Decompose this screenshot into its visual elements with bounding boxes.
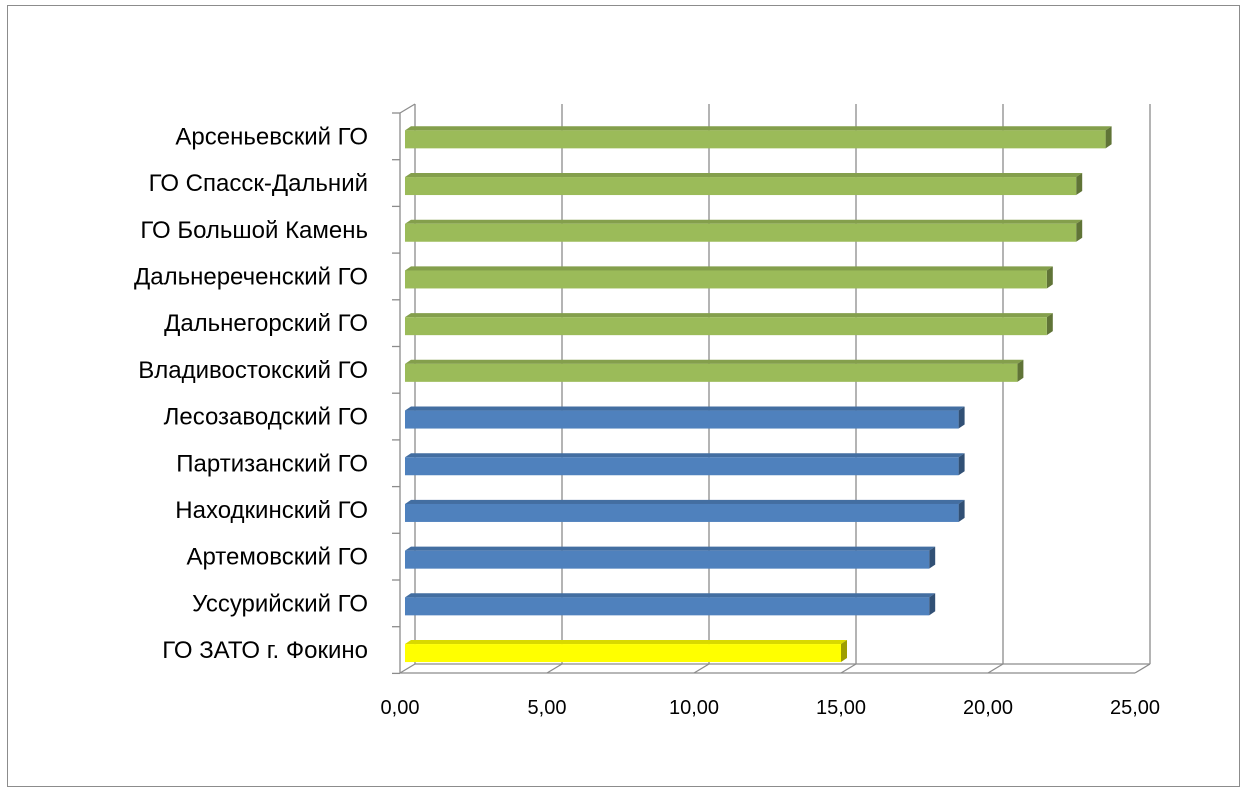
category-label-2: ГО Большой Камень [140, 217, 368, 244]
floor-gridline-5 [1134, 663, 1151, 674]
bar-end-8 [958, 499, 965, 522]
bar-front-10 [405, 597, 930, 616]
bar-top-2 [405, 219, 1083, 224]
bar-end-4 [1046, 313, 1053, 336]
bar-end-5 [1017, 359, 1024, 382]
bar-top-9 [405, 546, 936, 551]
category-label-6: Лесозаводский ГО [164, 404, 368, 431]
bar-top-10 [405, 593, 936, 598]
bar-top-0 [405, 126, 1112, 131]
bar-top-8 [405, 499, 965, 504]
bar-top-11 [405, 640, 847, 645]
bar-end-3 [1046, 266, 1053, 289]
x-tick-label-1: 5,00 [528, 697, 567, 719]
bar-9 [405, 546, 936, 569]
bar-top-1 [405, 173, 1083, 178]
category-label-1: ГО Спасск-Дальний [149, 170, 368, 197]
bar-end-9 [929, 546, 936, 569]
floor-gridline-2 [693, 663, 710, 674]
bar-end-1 [1076, 173, 1083, 196]
bar-7 [405, 453, 965, 476]
bar-front-7 [405, 457, 959, 476]
bar-end-0 [1105, 126, 1112, 149]
bar-front-2 [405, 223, 1077, 242]
bar-end-7 [958, 453, 965, 476]
bar-10 [405, 593, 936, 616]
bar-front-11 [405, 644, 841, 663]
bar-8 [405, 499, 965, 522]
bar-3 [405, 266, 1053, 289]
floor-gridline-3 [840, 663, 857, 674]
bar-0 [405, 126, 1112, 149]
bar-5 [405, 359, 1024, 382]
x-tick-label-0: 0,00 [381, 697, 420, 719]
bar-front-8 [405, 503, 959, 522]
x-tick-label-5: 25,00 [1110, 697, 1160, 719]
category-label-10: Уссурийский ГО [192, 590, 368, 617]
bar-end-6 [958, 406, 965, 429]
bar-front-0 [405, 130, 1106, 149]
bar-end-2 [1076, 219, 1083, 242]
bar-1 [405, 173, 1083, 196]
bar-end-10 [929, 593, 936, 616]
bar-top-6 [405, 406, 965, 411]
category-label-11: ГО ЗАТО г. Фокино [162, 637, 368, 664]
bar-4 [405, 313, 1053, 336]
floor-gridline-1 [546, 663, 563, 674]
category-label-5: Владивостокский ГО [138, 357, 368, 384]
bar-front-9 [405, 550, 930, 569]
x-tick-label-2: 10,00 [669, 697, 719, 719]
bar-front-6 [405, 410, 959, 429]
floor-gridline-0 [399, 663, 416, 674]
bar-front-3 [405, 270, 1047, 289]
bar-front-1 [405, 177, 1077, 196]
bar-top-5 [405, 359, 1024, 364]
category-label-8: Находкинский ГО [175, 497, 368, 524]
bar-front-4 [405, 317, 1047, 336]
x-tick-label-3: 15,00 [816, 697, 866, 719]
category-label-3: Дальнереченский ГО [134, 263, 368, 290]
bar-end-11 [841, 640, 847, 663]
category-label-7: Партизанский ГО [176, 450, 368, 477]
category-label-9: Артемовский ГО [186, 544, 368, 571]
bar-top-4 [405, 313, 1053, 318]
bar-front-5 [405, 363, 1018, 382]
bar-top-7 [405, 453, 965, 458]
bar-11 [405, 640, 847, 663]
category-label-4: Дальнегорский ГО [164, 310, 368, 337]
floor-gridline-4 [987, 663, 1004, 674]
category-label-0: Арсеньевский ГО [175, 123, 368, 150]
bar-2 [405, 219, 1083, 242]
side-wall-top [399, 103, 416, 114]
x-tick-label-4: 20,00 [963, 697, 1013, 719]
bar-top-3 [405, 266, 1053, 271]
bar-6 [405, 406, 965, 429]
